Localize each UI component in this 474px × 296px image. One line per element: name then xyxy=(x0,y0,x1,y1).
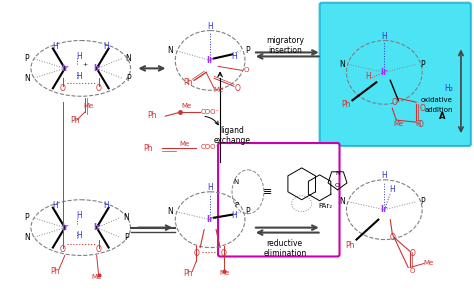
Text: Ph: Ph xyxy=(183,269,193,278)
Text: H: H xyxy=(231,211,237,220)
Text: ligand: ligand xyxy=(220,126,244,135)
Text: H: H xyxy=(76,52,82,61)
Text: Ir: Ir xyxy=(207,215,214,224)
Text: O: O xyxy=(335,183,340,188)
Text: Me: Me xyxy=(179,141,190,147)
Text: N: N xyxy=(167,207,173,216)
Text: H: H xyxy=(76,72,82,81)
Text: Ir: Ir xyxy=(207,56,214,65)
Text: P: P xyxy=(234,202,238,208)
Text: O: O xyxy=(235,84,241,93)
Text: Me: Me xyxy=(219,271,229,276)
Text: H: H xyxy=(104,201,109,210)
Text: Ph: Ph xyxy=(342,100,351,109)
Text: H₂: H₂ xyxy=(444,84,453,93)
Text: H: H xyxy=(382,171,387,180)
Text: Ir: Ir xyxy=(61,223,68,232)
Text: H: H xyxy=(104,42,109,51)
Text: N: N xyxy=(335,171,340,176)
Text: P: P xyxy=(420,197,424,206)
Text: Me: Me xyxy=(181,103,191,109)
Text: O: O xyxy=(417,120,423,129)
Text: H̅: H̅ xyxy=(416,121,421,127)
Text: O: O xyxy=(389,233,395,242)
Text: H: H xyxy=(207,183,213,192)
Text: elimination: elimination xyxy=(263,249,306,258)
Text: COO⁻: COO⁻ xyxy=(201,109,220,115)
Text: P: P xyxy=(25,213,29,222)
Text: Me: Me xyxy=(423,260,433,266)
Text: Ph: Ph xyxy=(144,144,153,152)
Text: Ir: Ir xyxy=(61,64,68,73)
Text: O: O xyxy=(419,104,425,113)
Text: insertion: insertion xyxy=(268,46,302,55)
Text: O: O xyxy=(96,245,101,254)
Text: O: O xyxy=(392,98,397,107)
Text: Ir: Ir xyxy=(93,64,100,73)
Text: H: H xyxy=(231,52,237,61)
Text: H: H xyxy=(207,22,213,31)
Text: Ir: Ir xyxy=(381,68,388,77)
Text: H: H xyxy=(76,231,82,240)
Text: COO⁻: COO⁻ xyxy=(201,144,220,150)
Text: Ir: Ir xyxy=(93,223,100,232)
FancyBboxPatch shape xyxy=(218,143,339,257)
Text: P: P xyxy=(246,207,250,216)
Text: O: O xyxy=(60,245,66,254)
Text: PAr₂: PAr₂ xyxy=(319,203,333,209)
Text: P: P xyxy=(420,60,424,69)
Text: P: P xyxy=(124,233,129,242)
Text: O: O xyxy=(243,67,249,73)
Text: Me: Me xyxy=(393,121,403,127)
Text: N: N xyxy=(124,213,129,222)
Text: P: P xyxy=(126,74,131,83)
Text: Ph: Ph xyxy=(70,116,80,125)
Text: Ph: Ph xyxy=(183,78,193,87)
FancyBboxPatch shape xyxy=(319,3,471,146)
Text: P: P xyxy=(25,54,29,63)
Text: Me: Me xyxy=(91,274,102,280)
Text: N: N xyxy=(340,60,346,69)
Text: O: O xyxy=(410,268,415,274)
Text: Ph: Ph xyxy=(346,241,355,250)
Text: O: O xyxy=(193,249,199,258)
Text: reductive: reductive xyxy=(267,239,303,248)
Text: Me: Me xyxy=(83,103,94,109)
Text: P: P xyxy=(246,46,250,55)
Text: Ph: Ph xyxy=(147,111,157,120)
Text: O: O xyxy=(221,249,227,258)
Text: O: O xyxy=(60,84,66,93)
Text: N: N xyxy=(340,197,346,206)
Text: A: A xyxy=(439,112,445,121)
Text: H: H xyxy=(365,72,371,81)
Text: addition: addition xyxy=(425,107,453,113)
Text: exchange: exchange xyxy=(213,136,251,144)
Text: O: O xyxy=(96,84,101,93)
Text: H: H xyxy=(382,32,387,41)
Text: H: H xyxy=(52,201,58,210)
Text: N: N xyxy=(167,46,173,55)
Text: N: N xyxy=(24,74,30,83)
Text: oxidative: oxidative xyxy=(421,97,453,103)
Text: H: H xyxy=(76,211,82,220)
Text: Ph: Ph xyxy=(50,267,60,276)
Text: N: N xyxy=(126,54,131,63)
Text: migratory: migratory xyxy=(266,36,304,45)
Text: ≡: ≡ xyxy=(263,187,273,197)
Text: H: H xyxy=(52,42,58,51)
Text: H: H xyxy=(390,185,395,194)
Text: Ir: Ir xyxy=(381,205,388,214)
Text: Me: Me xyxy=(213,87,223,93)
Text: +: + xyxy=(82,62,87,67)
Text: O: O xyxy=(409,249,415,258)
Text: N: N xyxy=(233,179,238,185)
Text: N: N xyxy=(24,233,30,242)
